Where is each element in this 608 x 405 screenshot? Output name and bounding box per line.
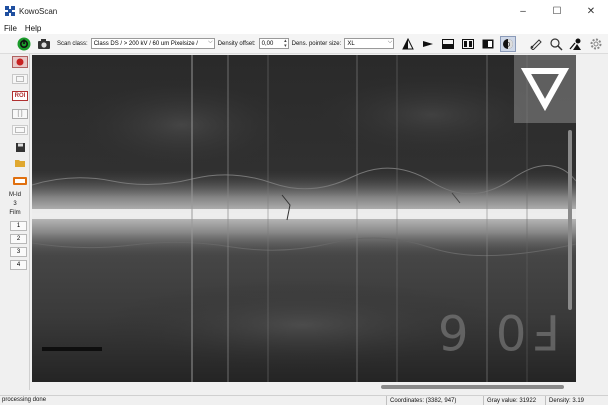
gear-icon [590, 38, 602, 49]
radiograph-viewer[interactable]: F0 6 [32, 55, 576, 382]
invert-icon [482, 39, 494, 48]
toolbar: Scan class: Class DS / > 200 kV / 60 um … [0, 34, 608, 54]
film-button-4[interactable]: 4 [10, 260, 27, 270]
person-pin-icon [569, 38, 581, 50]
pointer-size-select[interactable]: XL ⌵ [344, 38, 395, 49]
roi-edit-button[interactable]: [ ] [12, 109, 28, 119]
annotate-button[interactable] [568, 36, 584, 52]
chevron-down-icon: ⌵ [208, 39, 213, 45]
split-view-button[interactable] [440, 36, 456, 52]
film-button-1[interactable]: 1 [10, 221, 27, 231]
density-offset-label: Density offset: [217, 40, 256, 47]
left-tool-panel: ROI [ ] M-Id 3 Film 1 2 3 4 [0, 54, 30, 390]
record-button[interactable] [12, 56, 28, 68]
md-label: M-Id [9, 192, 21, 198]
roi-button[interactable]: ROI [12, 91, 28, 101]
title-bar: KowoScan – ☐ ✕ [0, 0, 608, 22]
stamped-identifier: F0 6 [432, 303, 560, 359]
density-readout: Density: 3.19 [545, 396, 605, 405]
film-button-3[interactable]: 3 [10, 247, 27, 257]
settings-button[interactable] [588, 36, 604, 52]
export-button[interactable] [12, 176, 28, 186]
contrast-triangle-icon [402, 37, 415, 49]
gray-value-readout: Gray value: 31922 [483, 396, 543, 405]
orientation-triangle-icon [520, 68, 570, 112]
svg-text:D: D [506, 42, 511, 48]
close-button[interactable]: ✕ [586, 5, 596, 17]
spin-arrows-icon: ▴ ▾ [284, 38, 287, 49]
density-mode-button[interactable]: D [500, 35, 517, 52]
measure-tool-button[interactable] [528, 36, 544, 52]
menu-bar: File Help [0, 22, 608, 34]
split-view-icon [442, 38, 455, 49]
roi-label: ROI [14, 93, 26, 99]
roi-edit-icon: [ ] [17, 111, 23, 117]
pointer-size-label: Dens. pointer size: [291, 40, 342, 47]
horizontal-scrollbar[interactable] [381, 385, 564, 389]
power-button[interactable] [16, 36, 32, 52]
scan-class-select[interactable]: Class DS / > 200 kV / 60 um Pixelsize / … [90, 38, 215, 49]
compare-view-icon [462, 38, 475, 49]
capture-button[interactable] [12, 74, 28, 84]
vertical-scrollbar[interactable] [568, 130, 572, 310]
window-title: KowoScan [19, 6, 58, 16]
measure-pen-icon [530, 38, 542, 50]
weld-seam-line [32, 209, 576, 219]
scan-class-value: Class DS / > 200 kV / 60 um Pixelsize / [93, 40, 198, 47]
maximize-button[interactable]: ☐ [552, 5, 562, 17]
magnifier-icon [550, 37, 563, 51]
contrast-tool-button[interactable] [400, 36, 416, 52]
status-message: processing done [2, 397, 47, 403]
export-icon [13, 177, 27, 185]
folder-icon [15, 160, 25, 167]
dark-mark [42, 347, 102, 351]
marker-square [514, 55, 576, 123]
menu-help[interactable]: Help [24, 23, 42, 33]
camera-icon [38, 38, 50, 49]
film-label: Film [9, 210, 21, 216]
density-offset-spinbox[interactable]: 0,00 ▴ ▾ [258, 38, 289, 49]
floppy-disk-icon [15, 142, 25, 152]
coordinates-readout: Coordinates: (3382, 947) [386, 396, 481, 405]
record-icon [16, 58, 24, 66]
radiograph-image [32, 55, 576, 382]
density-offset-value: 0,00 [261, 40, 274, 47]
frame-icon [15, 127, 25, 133]
chevron-down-icon: ⌵ [387, 39, 393, 45]
app-logo-icon [5, 6, 15, 16]
zoom-button[interactable] [548, 36, 564, 52]
power-icon [17, 37, 31, 50]
density-circle-icon: D [503, 38, 514, 49]
open-button[interactable] [12, 158, 28, 168]
roi-clear-button[interactable] [12, 125, 28, 135]
menu-file[interactable]: File [4, 23, 17, 33]
gradient-wedge-icon [423, 40, 434, 47]
pointer-size-value: XL [347, 40, 355, 47]
invert-button[interactable] [480, 36, 496, 52]
compare-view-button[interactable] [460, 36, 476, 52]
gradient-tool-button[interactable] [420, 36, 436, 52]
status-bar: processing done Coordinates: (3382, 947)… [0, 395, 608, 405]
minimize-button[interactable]: – [520, 5, 526, 17]
capture-icon [16, 76, 24, 82]
film-button-2[interactable]: 2 [10, 234, 27, 244]
film-count: 3 [13, 201, 17, 207]
camera-button[interactable] [36, 36, 52, 52]
save-button[interactable] [12, 142, 28, 152]
scan-class-label: Scan class: [57, 40, 88, 47]
